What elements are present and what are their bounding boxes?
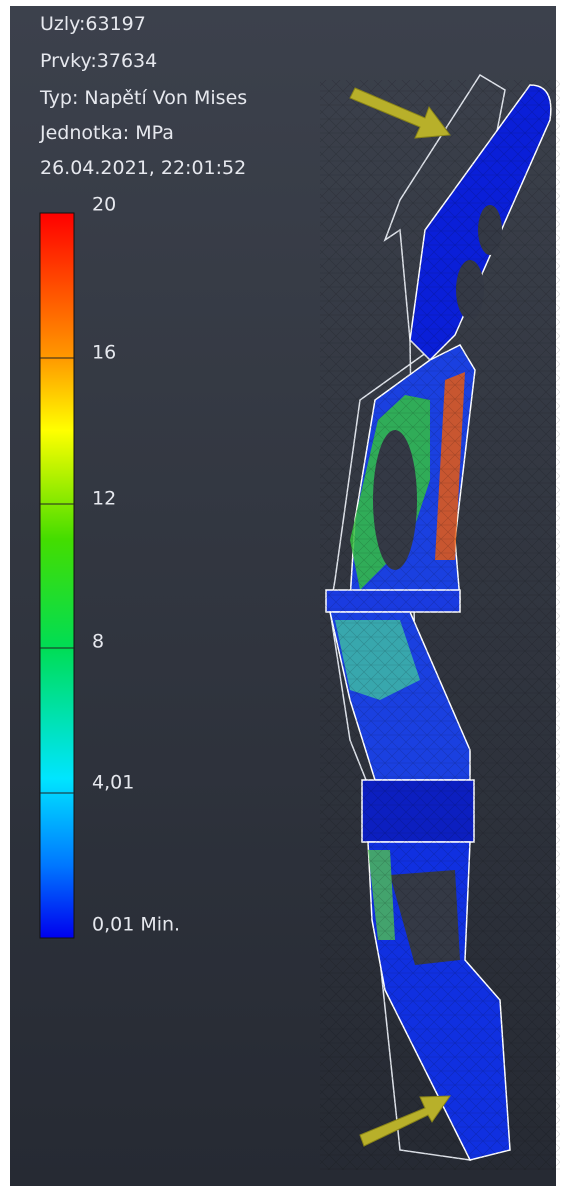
screenshot: Uzly:63197 Prvky:37634 Typ: Napětí Von M… [0,0,565,1194]
viewport: Uzly:63197 Prvky:37634 Typ: Napětí Von M… [0,0,565,1194]
info-line: Uzly:63197 [40,13,146,35]
legend-label: 12 [92,488,116,510]
info-line: Jednotka: MPa [39,122,174,144]
model [320,75,560,1170]
info-line: 26.04.2021, 22:01:52 [40,157,246,179]
legend-label: 4,01 [92,772,134,794]
legend-label: 20 [92,194,116,216]
info-line: Prvky:37634 [40,50,157,72]
legend-label: 0,01 Min. [92,914,180,936]
info-line: Typ: Napětí Von Mises [39,87,247,109]
color-bar [40,213,74,938]
mesh-overlay [320,80,560,1170]
legend-label: 8 [92,631,104,653]
legend-label: 16 [92,342,116,364]
